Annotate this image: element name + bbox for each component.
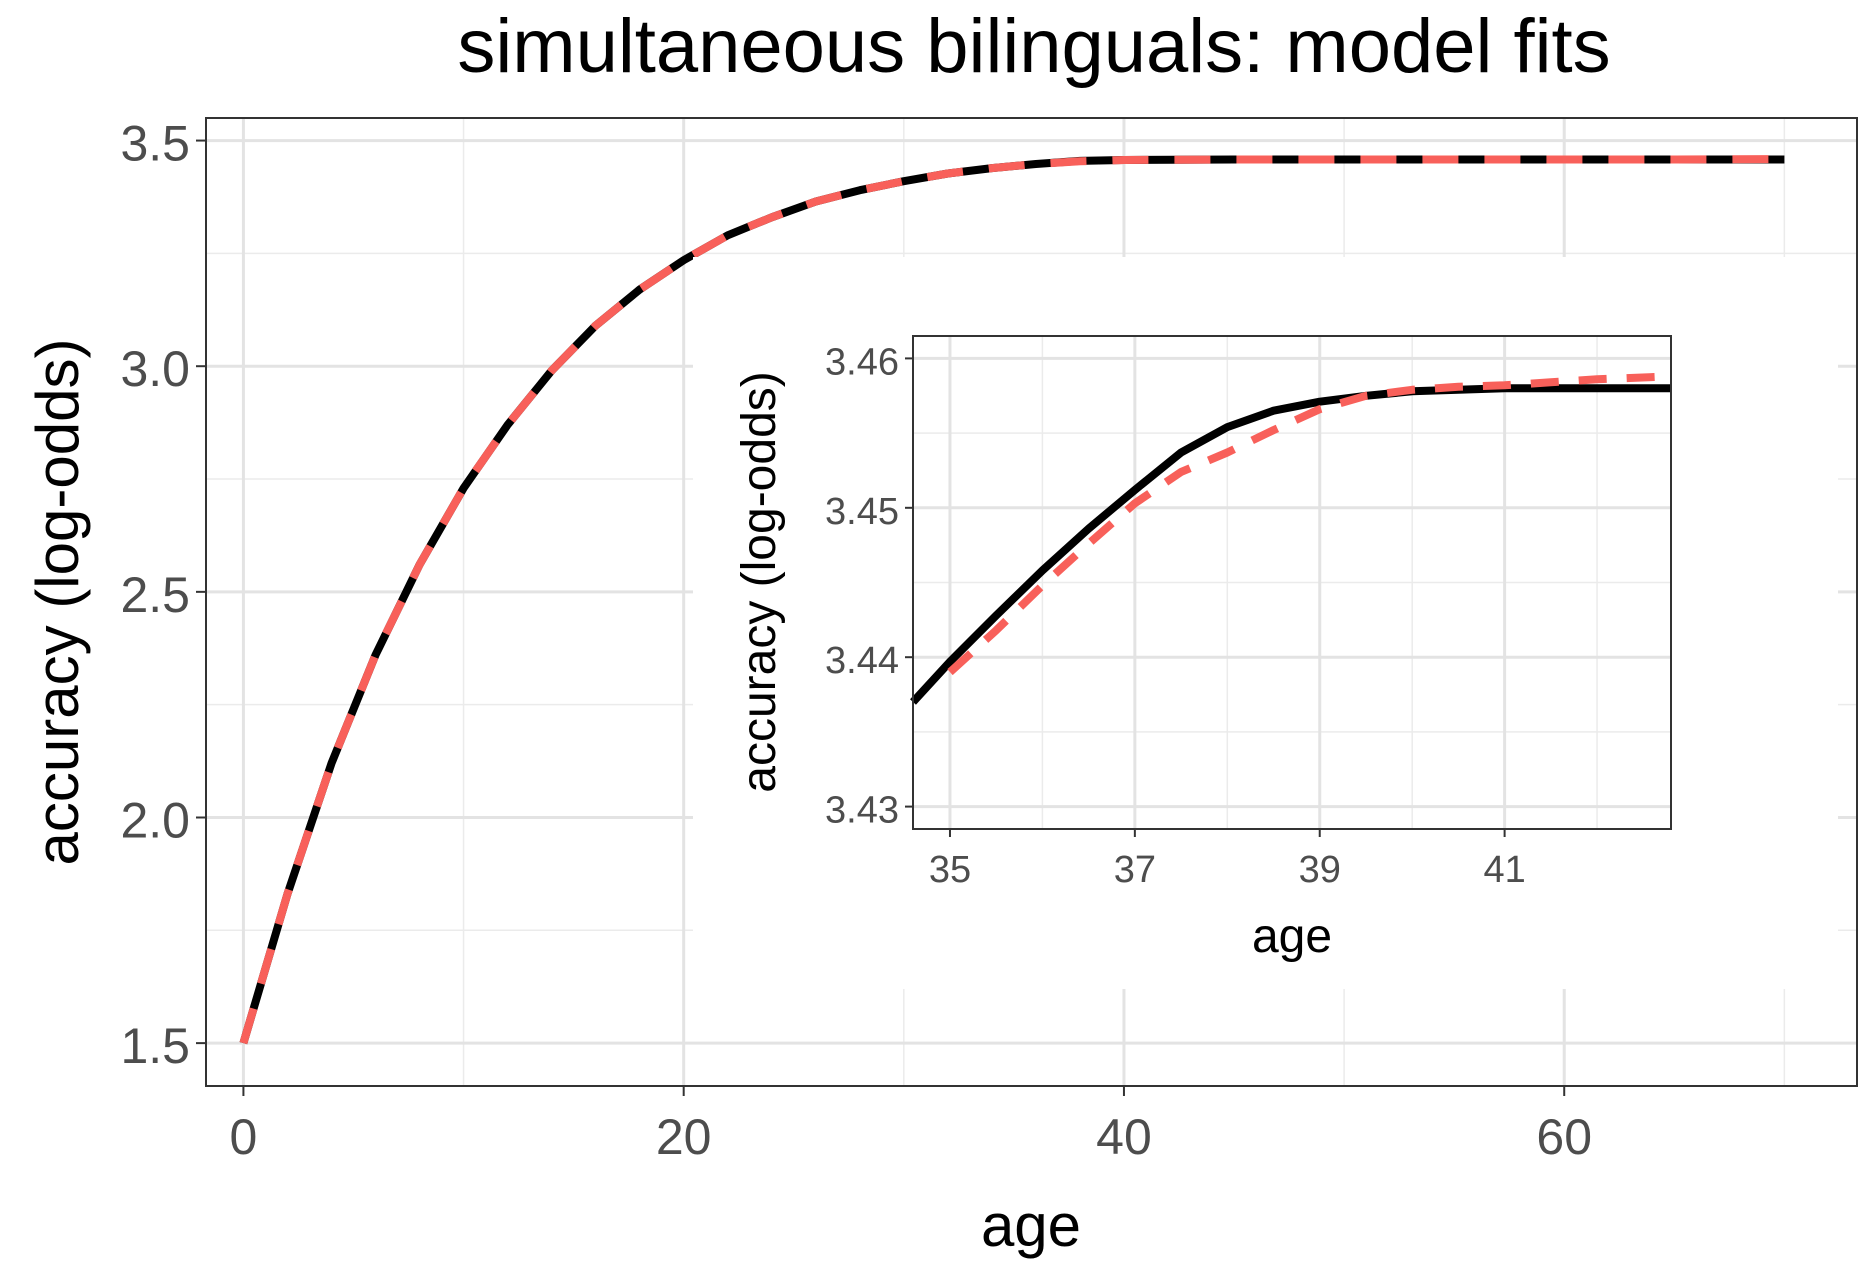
main-series bbox=[239, 155, 1785, 1045]
inset-y-axis-title: accuracy (log-odds) bbox=[733, 371, 786, 793]
inset-series bbox=[910, 372, 1672, 705]
inset-plot-border bbox=[912, 335, 1672, 830]
inset-major-gridlines bbox=[913, 336, 1671, 829]
inset-minor-gridlines bbox=[913, 336, 1671, 829]
inset-x-tick-label: 37 bbox=[1114, 849, 1156, 891]
main-y-tick-label: 2.0 bbox=[120, 792, 190, 848]
main-x-tick-label: 20 bbox=[656, 1109, 712, 1165]
inset-series-dashed-line bbox=[947, 372, 1672, 676]
inset-x-axis-title: age bbox=[1252, 910, 1332, 963]
main-x-tick-label: 60 bbox=[1536, 1109, 1592, 1165]
inset-y-tick-label: 3.43 bbox=[825, 790, 899, 832]
inset-x-tick-label: 35 bbox=[929, 849, 971, 891]
main-y-tick-label: 3.0 bbox=[120, 341, 190, 397]
inset-x-tick-label: 39 bbox=[1299, 849, 1341, 891]
inset-y-tick-label: 3.46 bbox=[825, 341, 899, 383]
inset-y-tick-label: 3.45 bbox=[825, 491, 899, 533]
main-x-tick-label: 40 bbox=[1096, 1109, 1152, 1165]
inset-y-tick-label: 3.44 bbox=[825, 640, 899, 682]
main-plot-border bbox=[205, 117, 1858, 1087]
main-axis-ticks: 0 20 40 60 1.5 2.0 2.5 3.0 3.5 bbox=[120, 116, 1592, 1165]
inset-axis-ticks: 35 37 39 41 3.43 3.44 3.45 3.46 bbox=[825, 341, 1526, 891]
inset-plot: 35 37 39 41 3.43 3.44 3.45 3.46 bbox=[693, 257, 1838, 989]
chart-title: simultaneous bilinguals: model fits bbox=[457, 4, 1610, 89]
x-axis-title: age bbox=[981, 1192, 1081, 1259]
main-y-tick-label: 2.5 bbox=[120, 567, 190, 623]
y-axis-title: accuracy (log-odds) bbox=[24, 339, 91, 866]
main-y-tick-label: 1.5 bbox=[120, 1018, 190, 1074]
main-y-tick-label: 3.5 bbox=[120, 116, 190, 172]
main-x-tick-label: 0 bbox=[230, 1109, 258, 1165]
inset-series-solid-line bbox=[910, 384, 1671, 705]
main-series-dashed-line bbox=[239, 155, 1785, 1045]
inset-x-tick-label: 41 bbox=[1483, 849, 1525, 891]
